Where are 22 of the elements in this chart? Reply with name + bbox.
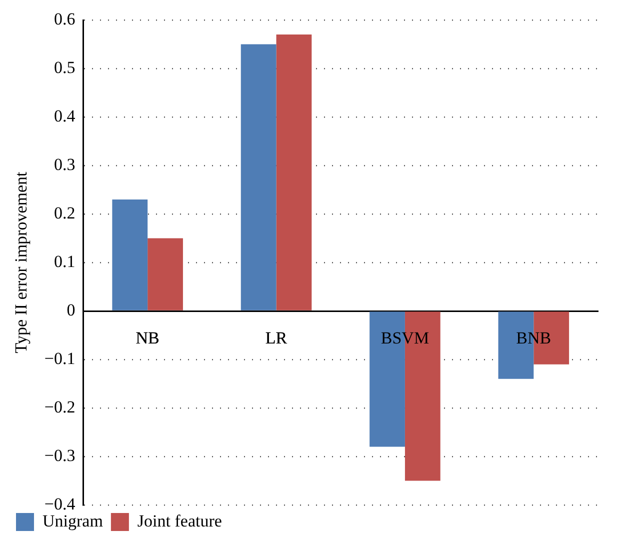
legend-label: Joint feature	[137, 511, 222, 530]
y-tick-label: −0.1	[44, 348, 76, 368]
y-axis-title: Type II error improvement	[12, 171, 31, 354]
bar	[276, 34, 312, 310]
y-tick-label: 0.4	[54, 106, 76, 126]
legend-label: Unigram	[42, 511, 103, 530]
bar	[112, 199, 148, 310]
y-tick-label: −0.4	[44, 494, 76, 514]
y-tick-label: 0.3	[54, 154, 76, 174]
x-tick-label: BSVM	[380, 328, 430, 348]
y-tick-label: 0	[66, 300, 76, 320]
bar	[148, 238, 183, 310]
bar	[240, 44, 276, 310]
y-tick-label: 0.2	[54, 203, 76, 222]
x-tick-label: NB	[136, 328, 160, 348]
x-tick-label: BNB	[516, 328, 552, 348]
y-tick-label: 0.5	[54, 58, 76, 77]
y-tick-label: −0.2	[44, 397, 76, 416]
x-tick-label: LR	[265, 328, 288, 348]
y-tick-label: 0.1	[54, 252, 76, 271]
y-tick-label: 0.6	[54, 9, 76, 28]
y-tick-label: −0.3	[44, 446, 76, 465]
